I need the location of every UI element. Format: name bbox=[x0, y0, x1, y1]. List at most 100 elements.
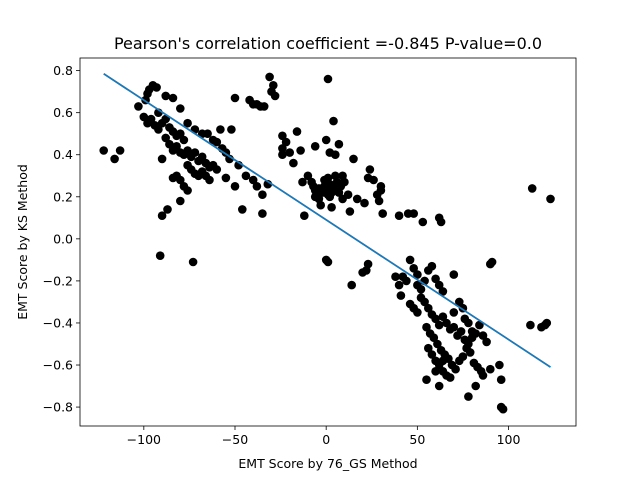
x-axis-label: EMT Score by 76_GS Method bbox=[238, 456, 417, 471]
x-tick-label: −50 bbox=[222, 432, 248, 447]
x-tick-label: 50 bbox=[409, 432, 425, 447]
data-point bbox=[438, 312, 448, 322]
data-point bbox=[281, 137, 291, 147]
data-point bbox=[161, 91, 170, 101]
data-point bbox=[205, 175, 214, 185]
data-point bbox=[327, 203, 336, 212]
data-point bbox=[449, 322, 459, 332]
data-point bbox=[458, 352, 468, 361]
data-point bbox=[267, 87, 276, 96]
data-point bbox=[190, 148, 200, 157]
data-point bbox=[241, 171, 251, 181]
data-point bbox=[413, 270, 422, 279]
data-point bbox=[482, 337, 491, 347]
data-point bbox=[183, 118, 192, 128]
data-point bbox=[498, 404, 508, 414]
data-point bbox=[434, 280, 444, 290]
data-point bbox=[455, 297, 464, 307]
data-point bbox=[238, 205, 247, 214]
y-axis-label: EMT Score by KS Method bbox=[15, 164, 30, 320]
data-point bbox=[369, 175, 378, 185]
y-axis-ticks: −0.8 −0.6 −0.4 −0.2 0.0 0.2 0.4 0.6 0.8 bbox=[43, 63, 80, 415]
data-point bbox=[296, 146, 305, 155]
data-point bbox=[418, 217, 428, 227]
data-point bbox=[442, 318, 451, 328]
data-point bbox=[230, 93, 240, 103]
data-point bbox=[163, 205, 172, 214]
data-point bbox=[409, 264, 419, 273]
data-point bbox=[422, 375, 431, 385]
x-tick-label: 0 bbox=[322, 432, 330, 447]
data-point bbox=[183, 146, 192, 155]
data-points bbox=[99, 72, 555, 414]
data-point bbox=[420, 297, 429, 307]
data-point bbox=[345, 207, 355, 216]
data-point bbox=[365, 165, 375, 174]
data-point bbox=[300, 211, 309, 220]
data-point bbox=[329, 116, 338, 126]
data-point bbox=[434, 381, 444, 391]
x-tick-label: 100 bbox=[497, 432, 521, 447]
y-tick-label: 0.8 bbox=[53, 63, 73, 78]
data-point bbox=[343, 190, 353, 199]
data-point bbox=[157, 154, 167, 164]
data-point bbox=[471, 381, 481, 391]
data-point bbox=[309, 182, 318, 191]
data-point bbox=[259, 102, 269, 111]
data-point bbox=[176, 129, 185, 138]
data-point bbox=[449, 308, 459, 317]
data-point bbox=[161, 133, 170, 143]
data-point bbox=[438, 356, 448, 366]
data-point bbox=[465, 348, 475, 357]
data-point bbox=[172, 142, 181, 151]
chart-title: Pearson's correlation coefficient =-0.84… bbox=[114, 34, 542, 53]
data-point bbox=[154, 125, 163, 134]
data-point bbox=[325, 192, 335, 202]
data-point bbox=[258, 209, 267, 218]
data-point bbox=[438, 287, 448, 296]
data-point bbox=[496, 375, 506, 385]
data-point bbox=[197, 152, 207, 162]
data-point bbox=[546, 194, 555, 204]
data-point bbox=[310, 142, 320, 151]
data-point bbox=[378, 209, 388, 218]
data-point bbox=[340, 177, 349, 187]
regression-line-layer bbox=[103, 73, 551, 368]
data-point bbox=[376, 186, 386, 195]
data-point bbox=[422, 322, 431, 332]
data-point bbox=[183, 186, 192, 195]
data-point bbox=[360, 198, 369, 208]
data-point bbox=[436, 217, 446, 227]
data-point bbox=[429, 333, 439, 343]
data-point bbox=[203, 129, 212, 138]
data-point bbox=[433, 339, 442, 349]
data-point bbox=[527, 184, 537, 193]
data-point bbox=[252, 182, 262, 191]
data-point bbox=[431, 274, 440, 284]
data-point bbox=[298, 177, 307, 187]
data-point bbox=[176, 196, 185, 206]
data-point bbox=[526, 320, 535, 330]
data-point bbox=[486, 364, 495, 374]
data-point bbox=[292, 127, 302, 136]
x-tick-label: −100 bbox=[127, 432, 161, 447]
data-point bbox=[413, 308, 422, 317]
data-point bbox=[221, 173, 231, 183]
data-point bbox=[347, 280, 357, 290]
data-point bbox=[331, 150, 340, 159]
data-point bbox=[323, 257, 333, 267]
data-point bbox=[139, 112, 149, 122]
y-tick-label: −0.6 bbox=[43, 358, 73, 373]
data-point bbox=[157, 211, 167, 220]
data-point bbox=[155, 251, 165, 260]
data-point bbox=[303, 171, 313, 181]
data-point bbox=[467, 327, 477, 336]
data-point bbox=[487, 257, 497, 267]
x-axis-ticks: −100 −50 0 50 100 bbox=[127, 426, 521, 447]
data-point bbox=[416, 285, 426, 294]
data-point bbox=[475, 320, 484, 330]
data-point bbox=[478, 371, 488, 380]
data-point bbox=[278, 131, 287, 141]
data-point bbox=[321, 177, 331, 187]
